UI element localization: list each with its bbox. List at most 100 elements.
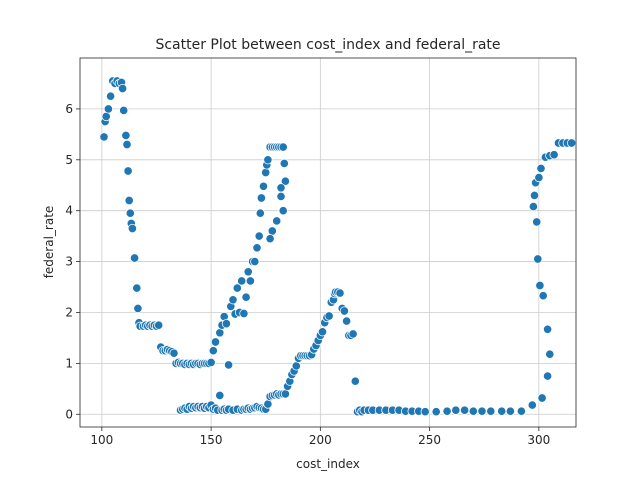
x-axis-ticks: 100 150 200 250 300 (90, 427, 550, 447)
data-point (339, 306, 349, 316)
data-point (122, 139, 132, 150)
data-point (278, 142, 288, 152)
y-tick-label: 0 (65, 407, 73, 421)
data-point (221, 319, 231, 329)
data-point (543, 324, 553, 334)
data-point (154, 320, 164, 330)
data-point (99, 132, 109, 142)
data-point (119, 105, 129, 115)
data-point (468, 406, 478, 416)
y-axis-label: federal_rate (42, 206, 56, 279)
data-point (208, 346, 218, 356)
y-axis-ticks: 0 1 2 3 4 5 6 (65, 102, 80, 421)
data-point (335, 288, 345, 298)
data-point (252, 243, 262, 253)
data-point (121, 130, 131, 140)
data-point (124, 195, 134, 206)
data-point (258, 181, 269, 191)
y-tick-label: 1 (65, 356, 73, 370)
y-tick-label: 3 (65, 255, 73, 269)
data-point (532, 217, 542, 227)
data-point (132, 283, 142, 293)
data-point (545, 349, 555, 359)
data-point (210, 337, 221, 347)
data-point (125, 208, 135, 218)
data-point (291, 361, 301, 371)
x-tick-label: 300 (527, 433, 550, 447)
data-point (123, 166, 133, 176)
data-point (106, 91, 116, 101)
data-point (279, 158, 289, 168)
data-point (215, 328, 225, 338)
data-point (431, 407, 441, 417)
data-point (224, 360, 234, 370)
grid (80, 58, 576, 427)
data-point (206, 357, 216, 367)
data-point (280, 176, 290, 186)
x-tick-label: 200 (309, 433, 332, 447)
data-point (250, 257, 260, 267)
data-point (169, 348, 179, 358)
data-point (538, 291, 548, 301)
data-point (280, 389, 290, 399)
data-point (317, 327, 328, 337)
data-point (324, 311, 334, 321)
data-point (276, 183, 286, 193)
data-point (420, 407, 430, 417)
data-point (529, 190, 540, 200)
data-point (497, 406, 507, 416)
data-point (255, 208, 265, 218)
data-point (505, 406, 515, 416)
data-point (265, 234, 275, 244)
data-point (342, 316, 352, 326)
data-point (348, 329, 358, 339)
data-point (536, 163, 546, 173)
data-point (278, 206, 288, 216)
data-point (350, 376, 360, 386)
data-point (477, 406, 487, 416)
data-point (232, 283, 242, 293)
data-point (543, 371, 553, 381)
x-tick-label: 100 (90, 433, 113, 447)
data-point (130, 253, 140, 263)
x-tick-label: 250 (418, 433, 441, 447)
data-point (254, 231, 264, 241)
data-point (241, 292, 251, 302)
data-point (215, 390, 225, 400)
data-point (267, 226, 277, 236)
data-point (263, 155, 273, 165)
data-point (527, 400, 537, 410)
data-point (245, 276, 255, 286)
data-point (101, 111, 111, 122)
x-axis-label: cost_index (296, 457, 360, 471)
data-point (256, 193, 266, 203)
data-point (272, 216, 282, 226)
plot-frame (79, 57, 577, 428)
data-points (99, 76, 577, 417)
data-point (118, 83, 128, 94)
data-point (533, 254, 543, 264)
data-point (261, 167, 271, 178)
y-tick-label: 2 (65, 305, 73, 319)
data-point (451, 405, 461, 415)
data-point (243, 267, 253, 277)
x-tick-label: 150 (200, 433, 223, 447)
data-point (528, 202, 538, 212)
data-point (228, 295, 238, 305)
y-tick-label: 5 (65, 153, 73, 167)
data-point (460, 405, 470, 415)
data-point (442, 406, 452, 416)
data-point (276, 191, 286, 201)
data-point (549, 150, 559, 160)
data-point (567, 138, 577, 148)
data-point (127, 223, 137, 234)
data-point (263, 399, 273, 409)
data-point (486, 406, 496, 416)
data-point (133, 303, 143, 313)
chart-title: Scatter Plot between cost_index and fede… (155, 37, 500, 53)
data-point (237, 276, 247, 286)
y-tick-label: 6 (65, 102, 73, 116)
data-point (103, 104, 113, 114)
data-point (537, 393, 547, 403)
